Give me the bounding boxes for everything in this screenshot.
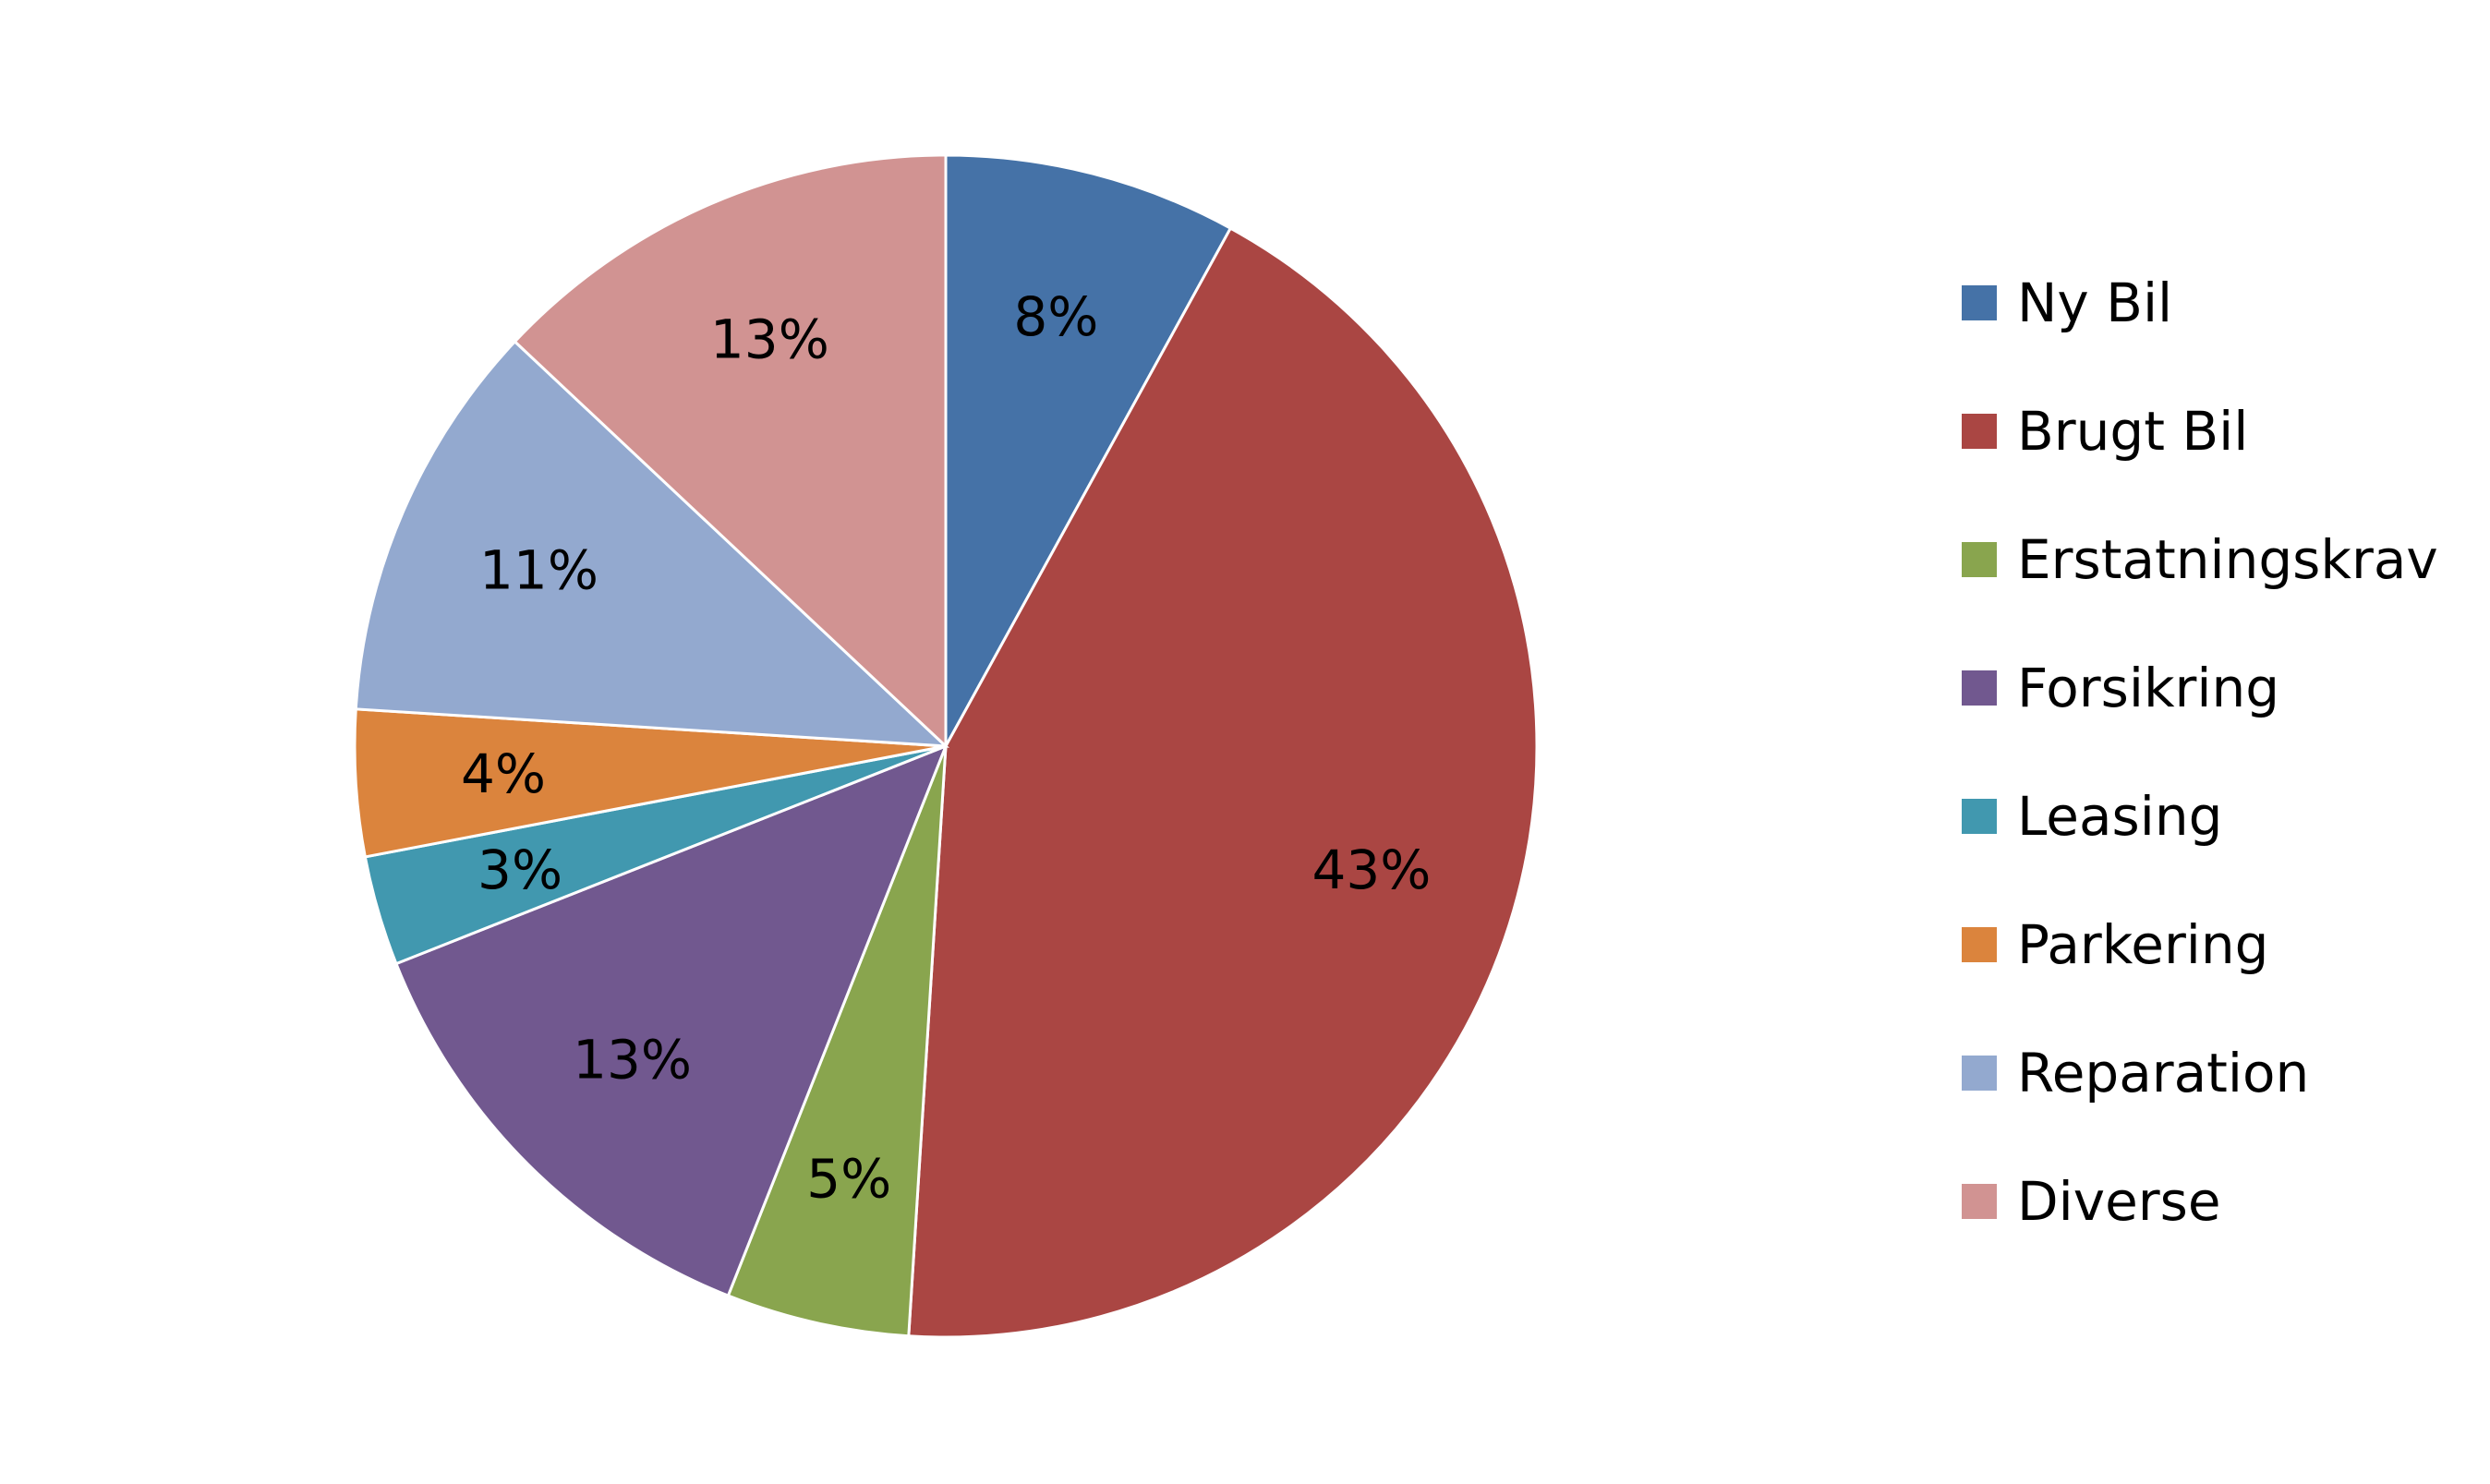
pie-slice-brugt-bil xyxy=(907,226,1539,1339)
legend-swatch-reparation xyxy=(1962,1056,1997,1091)
data-label-ny-bil: 8% xyxy=(1013,285,1098,348)
legend-swatch-erstatningskrav xyxy=(1962,542,1997,577)
legend-label-diverse: Diverse xyxy=(2017,1170,2221,1233)
legend-swatch-ny-bil xyxy=(1962,285,1997,320)
data-label-leasing: 3% xyxy=(477,839,562,901)
legend-swatch-forsikring xyxy=(1962,670,1997,706)
pie-slices xyxy=(353,153,1539,1339)
data-label-erstatningskrav: 5% xyxy=(806,1147,891,1210)
data-label-reparation: 11% xyxy=(479,538,598,601)
legend-label-parkering: Parkering xyxy=(2017,913,2269,976)
legend-label-ny-bil: Ny Bil xyxy=(2017,271,2172,334)
pie-slice-ny-bil xyxy=(944,153,1233,747)
legend-swatch-diverse xyxy=(1962,1184,1997,1219)
legend-label-brugt-bil: Brugt Bil xyxy=(2017,400,2248,463)
legend: Ny Bil Brugt Bil Erstatningskrav Forsikring… xyxy=(1962,271,2438,1233)
legend-label-erstatningskrav: Erstatningskrav xyxy=(2017,528,2438,591)
legend-swatch-parkering xyxy=(1962,927,1997,962)
data-label-forsikring: 13% xyxy=(573,1028,692,1091)
pie-slice-diverse xyxy=(513,153,948,750)
legend-label-reparation: Reparation xyxy=(2017,1042,2309,1104)
pie-slice-erstatningskrav xyxy=(726,745,948,1338)
pie-slice-reparation xyxy=(354,339,950,748)
legend-label-leasing: Leasing xyxy=(2017,785,2222,848)
pie-slice-forsikring xyxy=(393,743,949,1298)
legend-swatch-leasing xyxy=(1962,799,1997,834)
data-label-parkering: 4% xyxy=(461,742,546,805)
legend-label-forsikring: Forsikring xyxy=(2017,657,2279,719)
pie-data-labels: 8% 43% 5% 13% 3% 4% 11% 13% xyxy=(461,285,1431,1210)
data-label-brugt-bil: 43% xyxy=(1311,839,1431,901)
legend-swatch-brugt-bil xyxy=(1962,414,1997,449)
data-label-diverse: 13% xyxy=(710,308,829,370)
